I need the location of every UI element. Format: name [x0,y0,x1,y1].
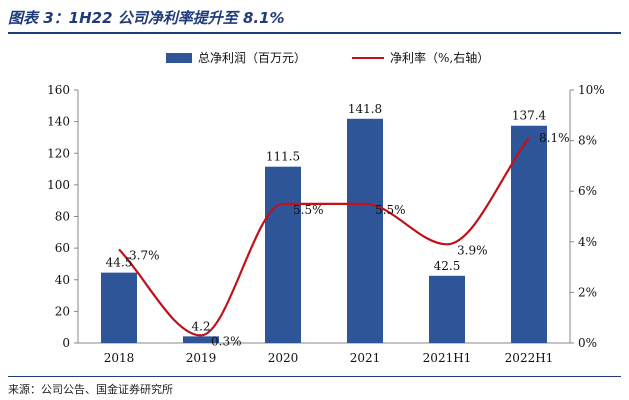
left-tick-label: 20 [55,304,70,318]
x-tick-label: 2018 [104,351,135,365]
net-margin-line [118,137,530,337]
bar-value-label: 137.4 [512,109,547,123]
bar-value-label: 4.2 [191,319,210,333]
bars [101,118,547,343]
left-tick-label: 40 [55,273,70,287]
bar-value-label: 141.8 [348,102,382,116]
legend-bar-label: 总净利润（百万元） [198,51,306,65]
line-layer [118,137,530,337]
axes: 0 20 40 60 80 100 120 140 160 0% 2% 4% 6% 8% 10% 2018 20… [47,83,605,365]
figure-title: 图表 3：1H22 公司净利率提升至 8.1% [8,9,285,27]
bar-2018 [101,272,137,343]
footer-rule [8,376,621,377]
right-tick-label: 10% [578,83,605,97]
left-tick-label: 100 [47,178,70,192]
margin-value-label: 5.5% [293,203,324,217]
x-tick-label: 2019 [186,351,217,365]
right-tick-label: 0% [578,336,597,350]
margin-value-label: 8.1% [539,131,570,145]
x-tick-label: 2021 [350,351,381,365]
bar-2019 [183,336,219,343]
left-tick-label: 140 [47,115,70,129]
legend-line-label: 净利率（%,右轴） [390,50,489,65]
x-tick-label: 2021H1 [423,351,472,365]
left-tick-label: 160 [47,83,70,97]
bar-2022H1 [511,125,547,343]
left-tick-label: 60 [55,241,70,255]
bar-2020 [265,166,301,343]
data-labels: 44.5 4.2 111.5 141.8 42.5 137.4 3.7% 0.3% 5.5% 5.… [106,102,570,349]
margin-value-label: 3.7% [129,248,160,262]
bar-2021H1 [429,275,465,343]
left-tick-label: 80 [55,210,70,224]
x-tick-label: 2022H1 [505,351,554,365]
right-tick-label: 4% [578,235,597,249]
left-tick-label: 120 [47,146,70,160]
margin-value-label: 5.5% [375,203,406,217]
left-tick-label: 0 [62,336,70,350]
chart: 总净利润（百万元） 净利率（%,右轴） 0 20 40 60 80 100 120 140 16… [47,50,605,365]
bar-value-label: 111.5 [266,150,300,164]
right-tick-label: 8% [578,134,597,148]
x-tick-label: 2020 [268,351,299,365]
right-tick-label: 6% [578,184,597,198]
bar-value-label: 44.5 [106,256,133,270]
title-rule [8,32,621,34]
margin-value-label: 3.9% [457,243,488,257]
source-note: 来源：公司公告、国金证券研究所 [8,383,173,396]
legend-bar-swatch [166,53,192,63]
right-tick-label: 2% [578,285,597,299]
margin-value-label: 0.3% [211,334,242,348]
bar-2021 [347,118,383,343]
legend: 总净利润（百万元） 净利率（%,右轴） [166,50,489,65]
bar-value-label: 42.5 [434,259,461,273]
